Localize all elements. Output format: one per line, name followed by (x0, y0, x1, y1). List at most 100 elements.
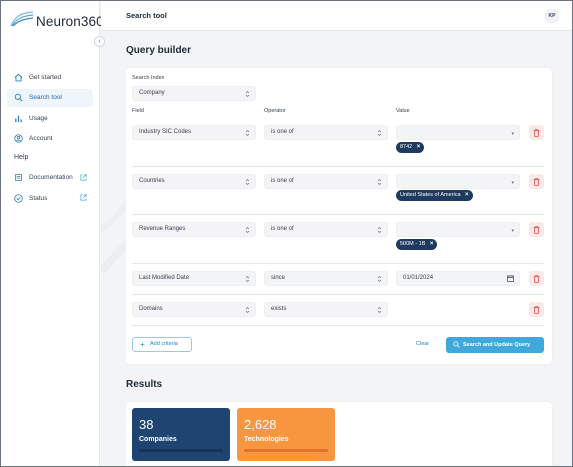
chip-label: 8742 (400, 144, 413, 150)
operator-select[interactable]: is one of (264, 222, 388, 237)
operator-value: is one of (271, 178, 294, 184)
field-column-label: Field (132, 108, 144, 114)
field-select[interactable]: Revenue Ranges (132, 222, 256, 237)
search-button-label: Search and Update Query (463, 342, 531, 348)
trash-icon (533, 128, 540, 137)
sidebar-item-search-tool[interactable]: Search tool (7, 88, 93, 107)
result-label: Technologies (244, 436, 289, 443)
delete-row-button[interactable] (529, 222, 544, 237)
trash-icon (533, 274, 540, 283)
field-select[interactable]: Industry SIC Codes (132, 125, 256, 140)
sidebar-item-status[interactable]: Status (7, 189, 93, 207)
sidebar-nav: Get started Search tool Usage Account He… (7, 68, 93, 210)
value-multiselect[interactable]: ▾ (396, 174, 520, 189)
chevron-updown-icon (377, 307, 382, 313)
sidebar-item-label: Search tool (29, 94, 62, 101)
sidebar-item-documentation[interactable]: Documentation (7, 169, 93, 187)
chevron-updown-icon (245, 307, 250, 313)
value-chip: United States of America × (396, 190, 473, 201)
result-card-technologies[interactable]: 2,628 Technologies (237, 408, 335, 461)
operator-select[interactable]: is one of (264, 125, 388, 140)
remove-chip-icon[interactable]: × (465, 192, 469, 198)
page-title: Search tool (126, 11, 167, 20)
field-select[interactable]: Countries (132, 174, 256, 189)
sidebar-item-label: Documentation (29, 174, 73, 181)
remove-chip-icon[interactable]: × (416, 144, 421, 150)
check-circle-icon (14, 193, 23, 203)
result-count: 2,628 (244, 417, 277, 432)
home-icon (14, 73, 23, 82)
chevron-updown-icon (245, 276, 250, 282)
logo[interactable]: Neuron360 (10, 10, 104, 33)
operator-value: exists (271, 306, 287, 312)
external-link-icon (80, 174, 87, 180)
row-divider (132, 263, 544, 264)
row-divider (132, 166, 544, 167)
result-card-bar (244, 449, 328, 452)
chip-label: United States of America (400, 192, 461, 198)
sidebar-item-label: Get started (29, 73, 62, 81)
operator-select[interactable]: is one of (264, 174, 388, 189)
field-value: Revenue Ranges (139, 226, 186, 232)
sidebar-item-account[interactable]: Account (7, 130, 93, 148)
dropdown-arrow-icon: ▾ (511, 131, 514, 137)
delete-row-button[interactable] (529, 174, 544, 189)
field-select[interactable]: Last Modified Date (132, 271, 256, 286)
chevron-updown-icon (377, 179, 382, 185)
value-multiselect[interactable]: ▾ (396, 125, 520, 140)
row-divider (132, 214, 544, 215)
calendar-icon[interactable] (507, 275, 514, 282)
top-bar: Search tool KP (101, 1, 572, 31)
result-card-bar (139, 449, 223, 452)
date-input[interactable]: 01/01/2024 (396, 271, 520, 286)
delete-row-button[interactable] (529, 125, 544, 140)
sidebar-item-label: Usage (29, 114, 48, 122)
sidebar-collapse-button[interactable]: ‹ (94, 36, 105, 47)
chevron-updown-icon (245, 227, 250, 233)
avatar[interactable]: KP (545, 9, 559, 23)
search-index-select[interactable]: Company (132, 86, 256, 101)
value-chip: 500M - 1B × (396, 239, 438, 250)
chevron-updown-icon (377, 227, 382, 233)
trash-icon (533, 177, 540, 186)
field-value: Last Modified Date (139, 275, 190, 281)
value-multiselect[interactable]: ▾ (396, 222, 520, 237)
external-link-icon (80, 194, 87, 201)
search-index-label: Search Index (132, 75, 165, 81)
dropdown-arrow-icon: ▾ (511, 228, 514, 234)
app-name: Neuron360 (36, 14, 104, 29)
chevron-updown-icon (245, 91, 250, 97)
chevron-updown-icon (377, 130, 382, 136)
trash-icon (533, 305, 540, 314)
field-select[interactable]: Domains (132, 302, 256, 317)
remove-chip-icon[interactable]: × (429, 241, 434, 247)
result-card-companies[interactable]: 38 Companies (132, 408, 230, 461)
add-criteria-button[interactable]: + Add criteria (132, 337, 192, 352)
add-criteria-label: Add criteria (150, 341, 178, 347)
dropdown-arrow-icon: ▾ (511, 180, 514, 186)
operator-value: since (271, 275, 286, 281)
value-column-label: Value (396, 108, 410, 114)
help-heading: Help (14, 153, 29, 161)
field-value: Countries (139, 178, 165, 184)
sidebar: Neuron360 Get started Search tool Usage … (1, 1, 104, 466)
sidebar-item-get-started[interactable]: Get started (7, 68, 93, 86)
result-label: Companies (139, 436, 177, 443)
bar-chart-icon (14, 114, 23, 123)
user-circle-icon (14, 134, 23, 143)
search-icon (14, 93, 23, 102)
row-divider (132, 294, 544, 295)
query-builder-panel: Search Index Company Field Operator Valu… (126, 68, 552, 364)
sidebar-item-usage[interactable]: Usage (7, 109, 93, 127)
results-heading: Results (126, 379, 163, 390)
date-value: 01/01/2024 (403, 275, 434, 281)
row-divider (132, 325, 544, 326)
search-and-update-query-button[interactable]: Search and Update Query (446, 337, 544, 353)
results-panel: 38 Companies 2,628 Technologies (126, 402, 552, 466)
delete-row-button[interactable] (529, 271, 544, 286)
operator-select[interactable]: exists (264, 302, 388, 317)
operator-select[interactable]: since (264, 271, 388, 286)
clear-button[interactable]: Clear (416, 341, 430, 347)
delete-row-button[interactable] (529, 302, 544, 317)
